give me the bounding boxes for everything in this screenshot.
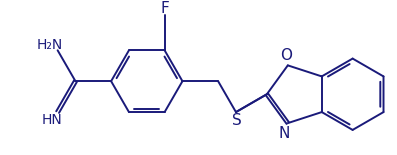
Text: O: O [280, 48, 292, 63]
Text: HN: HN [42, 113, 63, 127]
Text: H₂N: H₂N [37, 38, 63, 52]
Text: N: N [279, 126, 290, 141]
Text: S: S [232, 113, 242, 128]
Text: F: F [160, 1, 169, 16]
